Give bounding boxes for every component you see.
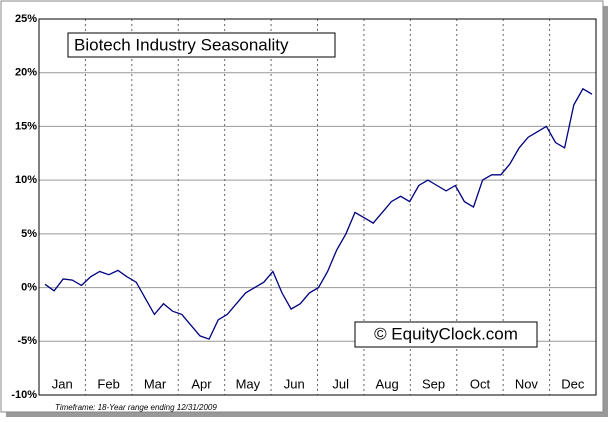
x-tick-label: Nov [515, 376, 539, 391]
series-line [44, 87, 593, 340]
x-tick-label: May [236, 376, 261, 391]
plot-border [38, 18, 597, 396]
x-tick-label: Jan [52, 376, 73, 391]
x-tick-label: Mar [144, 376, 167, 391]
y-tick-label: 5% [21, 228, 37, 240]
y-tick-label: 10% [15, 174, 37, 186]
y-tick-label: 15% [15, 120, 37, 132]
title-box [67, 32, 336, 58]
y-tick-label: 20% [15, 67, 37, 79]
x-tick-label: Feb [97, 376, 119, 391]
watermark-box [354, 321, 538, 348]
x-tick-label: Dec [561, 376, 585, 391]
y-tick-label: -10% [11, 389, 37, 401]
x-tick-label: Sep [422, 376, 445, 391]
y-tick-label: 0% [21, 281, 37, 293]
x-tick-label: Jun [284, 376, 305, 391]
x-tick-label: Oct [470, 376, 491, 391]
chart-title: Biotech Industry Seasonality [74, 35, 289, 54]
footnote: Timeframe: 18-Year range ending 12/31/20… [55, 403, 217, 412]
watermark: © EquityClock.com [374, 324, 518, 343]
y-tick-label: -5% [17, 335, 37, 347]
y-tick-label: 25% [15, 13, 37, 25]
x-tick-label: Jul [332, 376, 349, 391]
x-tick-label: Aug [376, 376, 399, 391]
x-tick-label: Apr [191, 376, 212, 391]
